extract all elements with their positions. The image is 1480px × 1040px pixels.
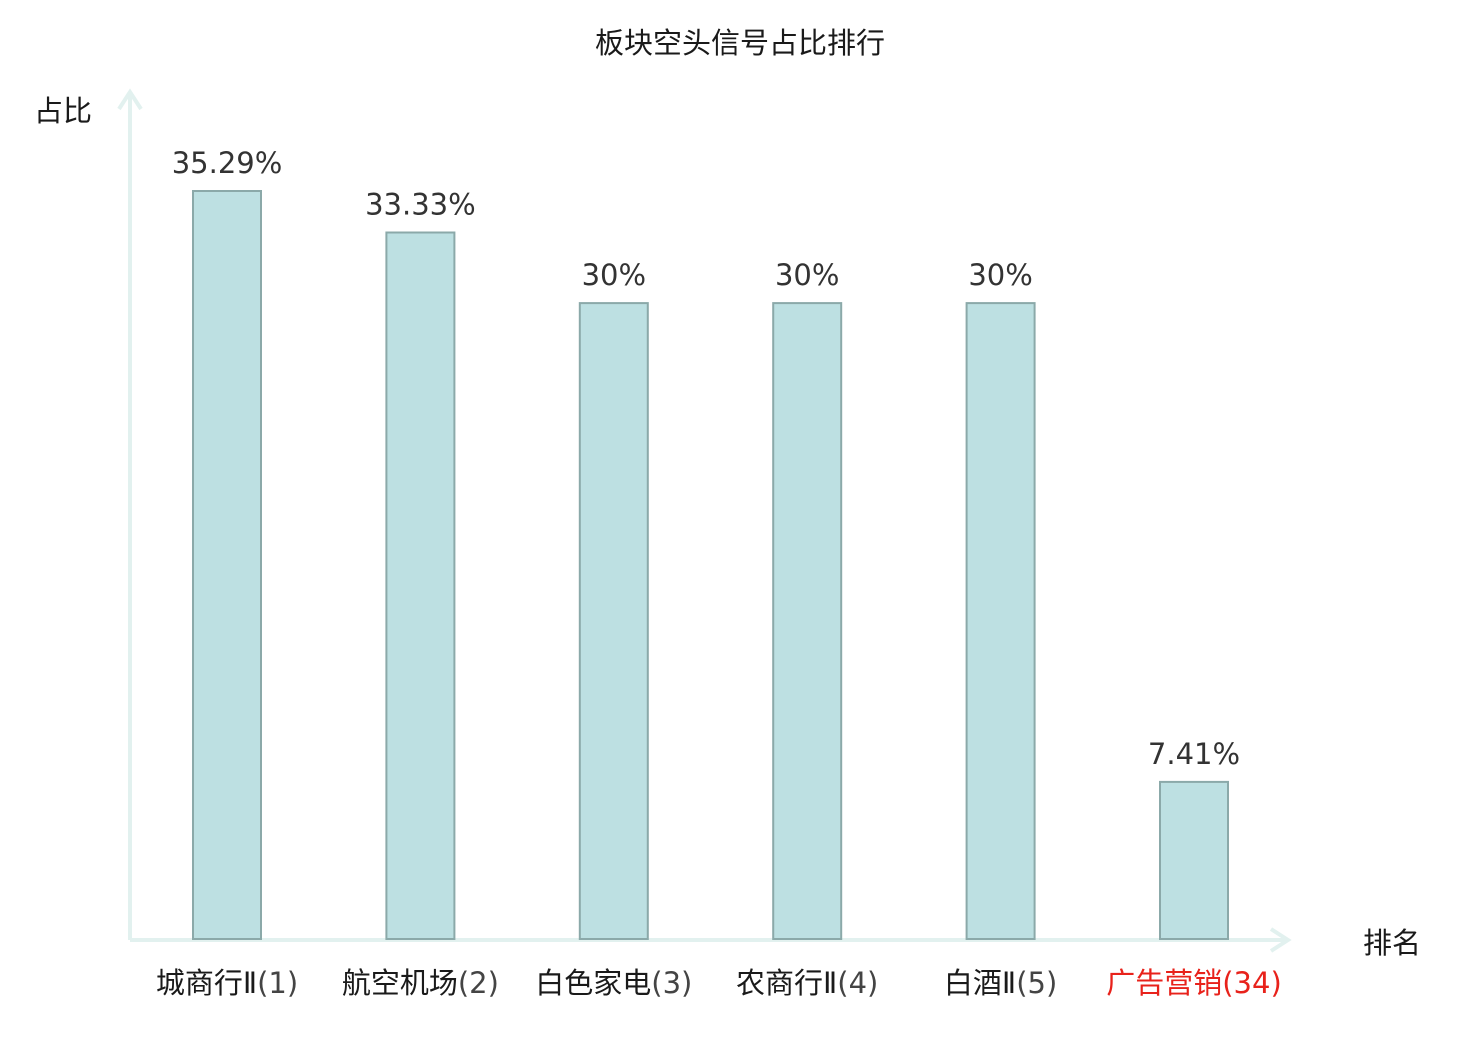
bar (965, 302, 1036, 941)
bar-value-label: 35.29% (172, 146, 283, 180)
bar-value-label: 30% (582, 258, 646, 292)
x-tick-category: 农商行Ⅱ (736, 966, 837, 1000)
x-tick-rank: (5) (1016, 966, 1057, 1000)
chart-title: 板块空头信号占比排行 (595, 26, 885, 60)
x-tick-label: 白酒Ⅱ(5) (944, 966, 1057, 1000)
bar (772, 302, 843, 941)
x-axis-arrow-icon (1269, 927, 1292, 953)
x-tick-category: 广告营销 (1106, 966, 1222, 1000)
x-tick-rank: (1) (257, 966, 298, 1000)
x-tick-labels: 城商行Ⅱ(1) 航空机场(2) 白色家电(3) 农商行Ⅱ(4) 白酒Ⅱ(5) 广告营销(3… (156, 966, 1282, 1000)
bar (192, 190, 262, 940)
x-tick-category: 白酒Ⅱ (944, 966, 1016, 1000)
x-tick-label: 白色家电(3) (535, 966, 692, 1000)
x-tick-category: 城商行Ⅱ (156, 966, 257, 1000)
y-axis (117, 88, 143, 940)
x-axis-label: 排名 (1363, 926, 1421, 960)
bar-value-label: 30% (775, 258, 839, 292)
x-tick-rank: (3) (651, 966, 692, 1000)
x-tick-rank: (2) (458, 966, 499, 1000)
bar-value-label: 7.41% (1148, 737, 1240, 771)
bar-value-label: 30% (968, 258, 1032, 292)
x-tick-label: 城商行Ⅱ(1) (156, 966, 298, 1000)
bar (385, 231, 456, 940)
y-axis-arrow-icon (117, 88, 143, 111)
x-tick-rank: (4) (837, 966, 878, 1000)
y-axis-label: 占比 (34, 94, 92, 128)
x-tick-label: 农商行Ⅱ(4) (736, 966, 878, 1000)
x-tick-rank: (34) (1222, 966, 1282, 1000)
x-tick-label: 航空机场(2) (342, 966, 499, 1000)
bar-value-label: 33.33% (365, 188, 476, 222)
value-labels: 35.29% 33.33% 30% 30% 30% 7.41% (172, 146, 1240, 771)
bars (192, 190, 1229, 941)
x-tick-label: 广告营销(34) (1106, 966, 1282, 1000)
bar (1159, 780, 1229, 941)
x-tick-category: 白色家电 (535, 966, 651, 1000)
bar (578, 302, 649, 941)
x-tick-category: 航空机场 (342, 966, 458, 1000)
x-axis (130, 927, 1292, 953)
